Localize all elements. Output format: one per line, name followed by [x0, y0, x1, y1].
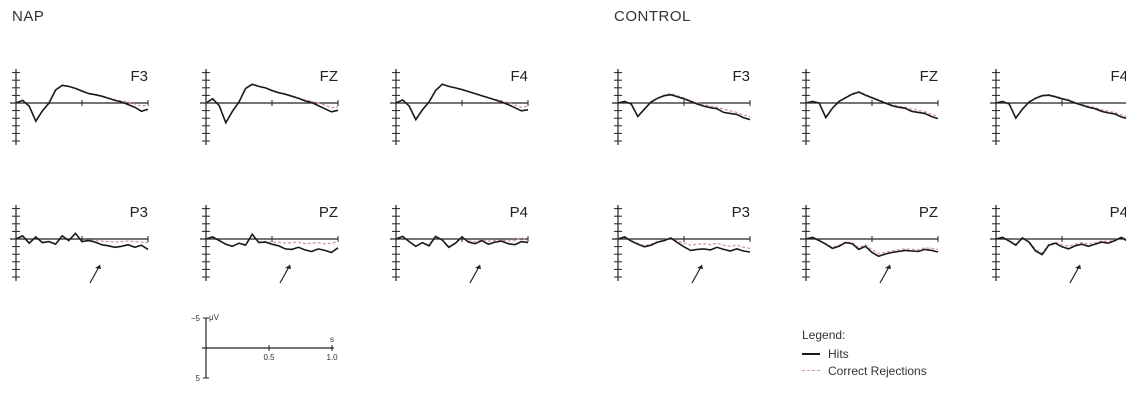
control-fz-label: FZ: [920, 68, 938, 85]
nap-fz-hits-line: [205, 83, 339, 125]
nap-p4-label: P4: [510, 204, 528, 221]
control-pz-hits-line: [805, 236, 939, 258]
control-p4-arrowhead: [1075, 265, 1081, 269]
nap-fz-label: FZ: [320, 68, 338, 85]
control-p3-hits-line: [617, 236, 751, 253]
nap-group-title: NAP: [12, 8, 45, 25]
correct-rejections-swatch: [802, 370, 820, 371]
control-f3-label: F3: [732, 68, 750, 85]
nap-p3-arrowhead: [95, 265, 101, 269]
nap-p4-hits-line: [395, 235, 529, 249]
control-p4-hits-line: [995, 236, 1126, 256]
scale-bar-x-unit: s: [330, 335, 334, 344]
legend-label-hits: Hits: [828, 346, 849, 361]
control-fz-hits-line: [805, 91, 939, 120]
nap-p4-arrowhead: [475, 265, 481, 269]
legend: Legend: Hits Correct Rejections: [802, 328, 927, 379]
control-f3-hits-line: [617, 93, 751, 121]
nap-f4-label: F4: [510, 68, 528, 85]
legend-label-correct-rejections: Correct Rejections: [828, 363, 927, 378]
nap-pz-hits-line: [205, 232, 339, 254]
control-pz-arrowhead: [885, 265, 891, 269]
control-p4-correct-rejections-line: [995, 236, 1126, 254]
nap-f3-label: F3: [130, 68, 148, 85]
scale-bar-y-bottom-label: 5: [196, 374, 201, 383]
control-f4-hits-line: [995, 94, 1126, 120]
nap-p3-label: P3: [130, 204, 148, 221]
scale-bar-y-top-label: −5: [191, 314, 201, 323]
scale-bar-y-unit: μV: [209, 313, 220, 322]
nap-pz-arrowhead: [285, 265, 291, 269]
legend-item-correct-rejections: Correct Rejections: [802, 362, 927, 379]
nap-f4-hits-line: [395, 83, 529, 122]
control-p3-arrowhead: [697, 265, 703, 269]
scale-bar-x-tick-label: 1.0: [326, 353, 338, 362]
nap-p3-hits-line: [15, 232, 149, 251]
hits-swatch: [802, 352, 820, 355]
legend-title: Legend:: [802, 328, 846, 342]
control-p3-label: P3: [732, 204, 750, 221]
control-p4-label: P4: [1110, 204, 1126, 221]
control-f4-label: F4: [1110, 68, 1126, 85]
nap-pz-label: PZ: [319, 204, 338, 221]
legend-item-hits: Hits: [802, 345, 927, 362]
scale-bar-x-tick-label: 0.5: [263, 353, 275, 362]
nap-f3-hits-line: [15, 84, 149, 123]
control-p3-correct-rejections-line: [617, 236, 751, 250]
control-group-title: CONTROL: [614, 8, 691, 25]
control-pz-label: PZ: [919, 204, 938, 221]
